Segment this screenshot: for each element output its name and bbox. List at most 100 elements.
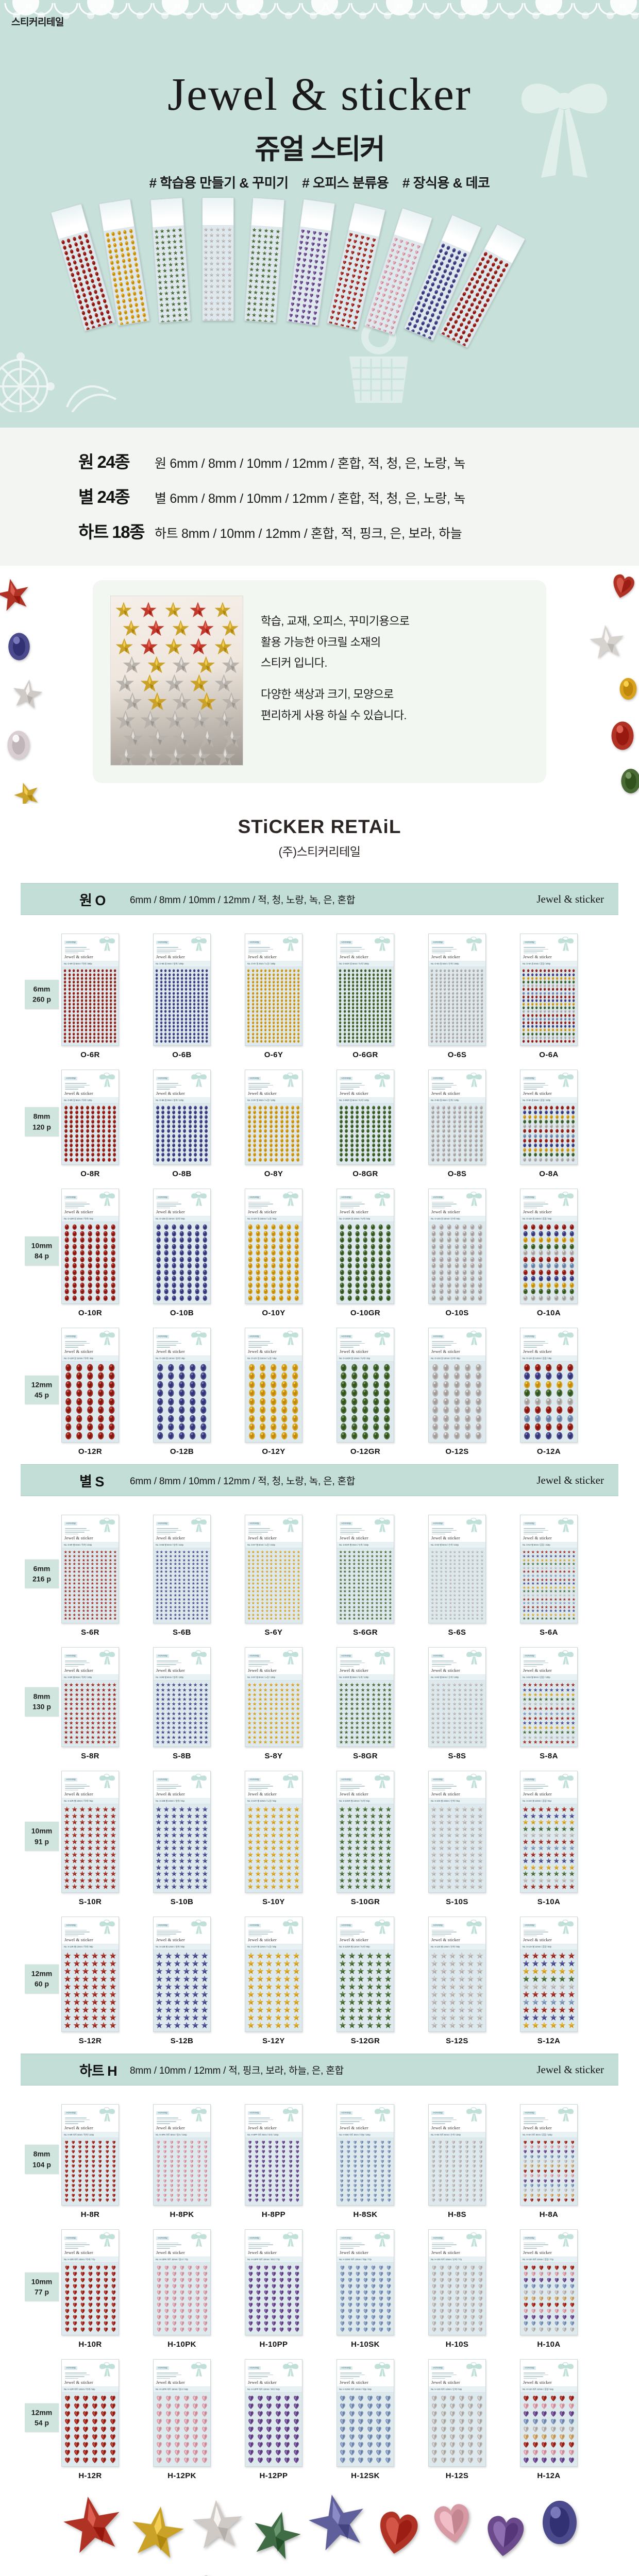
sticker-sheet-S-6Y[interactable]: 스티커리테일 Jewel & sticker No. S-6Y 별 6mm / 노랑… (245, 1515, 302, 1624)
product-cell[interactable]: 스티커리테일 Jewel & sticker No. O-10B 원 10mm / … (144, 1188, 220, 1317)
sticker-sheet-O-8B[interactable]: 스티커리테일 Jewel & sticker No. O-8B 원 8mm / 청색… (153, 1070, 211, 1165)
sticker-sheet-S-6R[interactable]: 스티커리테일 Jewel & sticker No. S-6R 별 6mm / 적색… (61, 1515, 119, 1624)
product-cell[interactable]: 스티커리테일 Jewel & sticker No. O-6S 원 6mm / 은색… (419, 934, 495, 1059)
circle-gem-icon (454, 1364, 460, 1371)
sticker-sheet-O-10GR[interactable]: 스티커리테일 Jewel & sticker No. O-10GR 원 10mm /… (337, 1188, 394, 1304)
sticker-sheet-O-6GR[interactable]: 스티커리테일 Jewel & sticker No. O-6GR 원 6mm / 녹… (337, 934, 394, 1046)
sticker-sheet-O-12A[interactable]: 스티커리테일 Jewel & sticker No. O-12A 원 12mm / … (520, 1328, 578, 1443)
product-cell[interactable]: 스티커리테일 Jewel & sticker No. S-6Y 별 6mm / 노랑… (236, 1515, 312, 1637)
sheet-bow-icon (99, 1191, 115, 1206)
product-cell[interactable]: 스티커리테일 Jewel & sticker No. O-12B 원 12mm / … (144, 1328, 220, 1456)
circle-gem-icon (356, 995, 359, 998)
circle-gem-icon (272, 1018, 275, 1021)
star-gem-icon (182, 1574, 186, 1577)
product-cell[interactable]: 스티커리테일 Jewel & sticker No. O-6Y 원 6mm / 노랑… (236, 934, 312, 1059)
star-gem-icon (279, 1597, 282, 1601)
product-cell[interactable]: 스티커리테일 Jewel & sticker No. O-12S 원 12mm / … (419, 1328, 495, 1456)
sticker-sheet-S-6B[interactable]: 스티커리테일 Jewel & sticker No. S-6B 별 6mm / 청색… (153, 1515, 211, 1624)
circle-gem-icon (80, 1133, 84, 1138)
product-cell[interactable]: 스티커리테일 Jewel & sticker No. O-8Y 원 8mm / 노랑… (236, 1070, 312, 1178)
sheet-gem-grid (62, 967, 119, 1046)
circle-gem-icon (285, 1025, 288, 1028)
circle-gem-icon (460, 1013, 463, 1017)
product-cell[interactable]: 스티커리테일 Jewel & sticker No. O-10A 원 10mm / … (511, 1188, 587, 1317)
circle-gem-icon (546, 1295, 551, 1301)
circle-gem-icon (89, 995, 92, 998)
circle-gem-icon (247, 1157, 251, 1162)
product-cell[interactable]: 스티커리테일 Jewel & sticker No. O-10S 원 10mm / … (419, 1188, 495, 1317)
sticker-sheet-O-12B[interactable]: 스티커리테일 Jewel & sticker No. O-12B 원 12mm / … (153, 1328, 211, 1443)
product-cell[interactable]: 스티커리테일 Jewel & sticker No. S-6B 별 6mm / 청색… (144, 1515, 220, 1637)
sticker-sheet-O-6Y[interactable]: 스티커리테일 Jewel & sticker No. O-6Y 원 6mm / 노랑… (245, 934, 302, 1046)
product-cell[interactable]: 스티커리테일 Jewel & sticker No. O-8R 원 8mm / 적색… (52, 1070, 128, 1178)
sticker-sheet-O-10R[interactable]: 스티커리테일 Jewel & sticker No. O-10R 원 10mm / … (61, 1188, 119, 1304)
circle-gem-icon (468, 999, 471, 1002)
sticker-sheet-O-10S[interactable]: 스티커리테일 Jewel & sticker No. O-10S 원 10mm / … (428, 1188, 486, 1304)
sheet-gem-grid (429, 1103, 485, 1164)
circle-gem-icon (65, 1372, 72, 1380)
circle-gem-icon (189, 1028, 192, 1032)
circle-gem-icon (137, 319, 141, 324)
product-cell[interactable]: 스티커리테일 Jewel & sticker No. O-12R 원 12mm / … (52, 1328, 128, 1456)
sticker-sheet-O-6S[interactable]: 스티커리테일 Jewel & sticker No. O-6S 원 6mm / 은색… (428, 934, 486, 1046)
circle-gem-icon (183, 1124, 187, 1129)
sticker-sheet-O-10Y[interactable]: 스티커리테일 Jewel & sticker No. O-10Y 원 10mm / … (245, 1188, 302, 1304)
circle-gem-icon (156, 1032, 158, 1036)
product-cell[interactable]: 스티커리테일 Jewel & sticker No. O-6B 원 6mm / 청색… (144, 934, 220, 1059)
circle-gem-icon (156, 973, 158, 976)
circle-gem-icon (533, 1143, 537, 1147)
product-cell[interactable]: 스티커리테일 Jewel & sticker No. O-8A 원 8mm / 혼합… (511, 1070, 587, 1178)
sticker-sheet-O-10B[interactable]: 스티커리테일 Jewel & sticker No. O-10B 원 10mm / … (153, 1188, 211, 1304)
product-cell[interactable]: 스티커리테일 Jewel & sticker No. O-10GR 원 10mm /… (327, 1188, 403, 1317)
circle-gem-icon (96, 277, 100, 282)
circle-gem-icon (201, 1006, 204, 1010)
circle-gem-icon (70, 1148, 73, 1153)
product-cell[interactable]: 스티커리테일 Jewel & sticker No. O-12Y 원 12mm / … (236, 1328, 312, 1456)
circle-gem-icon (464, 1036, 467, 1039)
sticker-sheet-O-8GR[interactable]: 스티커리테일 Jewel & sticker No. O-8GR 원 8mm / 녹… (337, 1070, 394, 1165)
circle-gem-icon (557, 1423, 563, 1431)
product-cell[interactable]: 스티커리테일 Jewel & sticker No. O-6R 원 6mm / 적색… (52, 934, 128, 1059)
sticker-sheet-O-6B[interactable]: 스티커리테일 Jewel & sticker No. O-6B 원 6mm / 청색… (153, 934, 211, 1046)
product-cell[interactable]: 스티커리테일 Jewel & sticker No. O-8S 원 8mm / 은색… (419, 1070, 495, 1178)
heart-gem-icon (385, 264, 389, 268)
circle-gem-icon (172, 977, 175, 980)
product-cell[interactable]: 스티커리테일 Jewel & sticker No. S-6R 별 6mm / 적색… (52, 1515, 128, 1637)
circle-gem-icon (199, 1153, 203, 1157)
circle-gem-icon (546, 1224, 551, 1230)
circle-gem-icon (481, 1021, 483, 1024)
product-cell[interactable]: 스티커리테일 Jewel & sticker No. O-10R 원 10mm / … (52, 1188, 128, 1317)
circle-gem-icon (293, 984, 296, 988)
circle-gem-icon (102, 1003, 104, 1006)
circle-gem-icon (481, 977, 483, 980)
product-cell[interactable]: 스티커리테일 Jewel & sticker No. O-8B 원 8mm / 청색… (144, 1070, 220, 1178)
sticker-sheet-O-8S[interactable]: 스티커리테일 Jewel & sticker No. O-8S 원 8mm / 은색… (428, 1070, 486, 1165)
sticker-sheet-O-12GR[interactable]: 스티커리테일 Jewel & sticker No. O-12GR 원 12mm /… (337, 1328, 394, 1443)
circle-gem-icon (473, 272, 477, 276)
sticker-sheet-O-10A[interactable]: 스티커리테일 Jewel & sticker No. O-10A 원 10mm / … (520, 1188, 578, 1304)
sticker-sheet-O-6R[interactable]: 스티커리테일 Jewel & sticker No. O-6R 원 6mm / 적색… (61, 934, 119, 1046)
product-cell[interactable]: 스티커리테일 Jewel & sticker No. O-12A 원 12mm / … (511, 1328, 587, 1456)
product-cell[interactable]: 스티커리테일 Jewel & sticker No. O-6GR 원 6mm / 녹… (327, 934, 403, 1059)
sticker-sheet-O-6A[interactable]: 스티커리테일 Jewel & sticker No. O-6A 원 6mm / 혼합… (520, 934, 578, 1046)
sticker-sheet-O-12Y[interactable]: 스티커리테일 Jewel & sticker No. O-12Y 원 12mm / … (245, 1328, 302, 1443)
product-cell[interactable]: 스티커리테일 Jewel & sticker No. O-10Y 원 10mm / … (236, 1188, 312, 1317)
star-gem-icon (209, 290, 214, 294)
circle-gem-icon (160, 969, 162, 973)
product-cell[interactable]: 스티커리테일 Jewel & sticker No. O-8GR 원 8mm / 녹… (327, 1070, 403, 1178)
sticker-sheet-O-8Y[interactable]: 스티커리테일 Jewel & sticker No. O-8Y 원 8mm / 노랑… (245, 1070, 302, 1165)
star-gem-icon (163, 274, 168, 279)
circle-gem-icon (372, 1018, 375, 1021)
circle-gem-icon (347, 980, 350, 984)
sticker-sheet-O-12S[interactable]: 스티커리테일 Jewel & sticker No. O-12S 원 12mm / … (428, 1328, 486, 1443)
circle-gem-icon (193, 977, 196, 980)
circle-gem-icon (160, 988, 162, 991)
star-gem-icon (270, 1609, 273, 1613)
product-cell[interactable]: 스티커리테일 Jewel & sticker No. O-6A 원 6mm / 혼합… (511, 934, 587, 1059)
circle-gem-icon (368, 995, 371, 998)
sticker-sheet-O-12R[interactable]: 스티커리테일 Jewel & sticker No. O-12R 원 12mm / … (61, 1328, 119, 1443)
circle-gem-icon (551, 977, 554, 980)
sticker-sheet-O-8R[interactable]: 스티커리테일 Jewel & sticker No. O-8R 원 8mm / 적색… (61, 1070, 119, 1165)
product-cell[interactable]: 스티커리테일 Jewel & sticker No. O-12GR 원 12mm /… (327, 1328, 403, 1456)
sticker-sheet-O-8A[interactable]: 스티커리테일 Jewel & sticker No. O-8A 원 8mm / 혼합… (520, 1070, 578, 1165)
